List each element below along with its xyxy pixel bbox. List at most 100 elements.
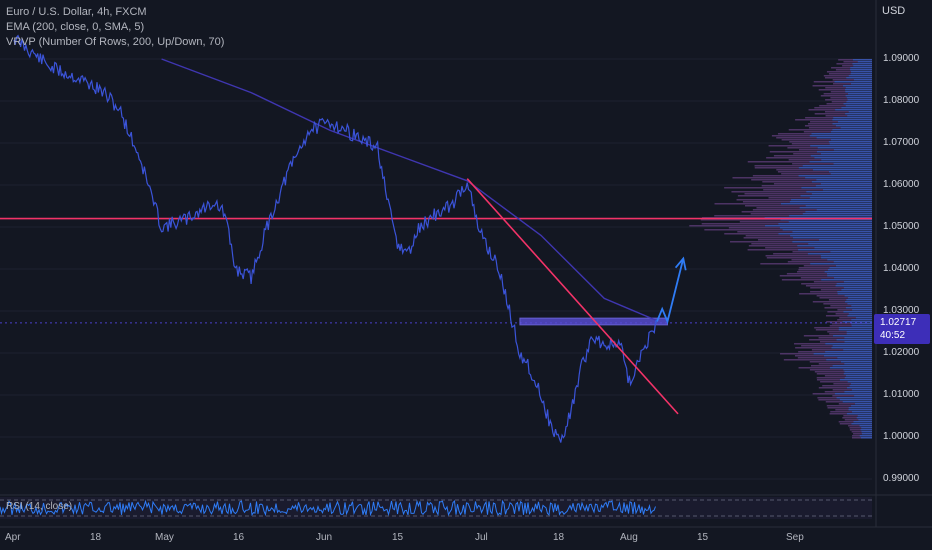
time-tick: Jun bbox=[316, 532, 333, 543]
volume-bar-up bbox=[808, 243, 872, 245]
volume-bar-up bbox=[846, 333, 872, 335]
volume-bar-up bbox=[779, 227, 872, 229]
volume-bar-up bbox=[861, 431, 872, 433]
volume-bar-up bbox=[829, 367, 872, 369]
volume-bar-up bbox=[854, 395, 872, 397]
volume-bar-up bbox=[848, 297, 872, 299]
trendline[interactable] bbox=[466, 178, 679, 415]
volume-bar-up bbox=[809, 135, 872, 137]
volume-bar-up bbox=[861, 427, 872, 429]
time-tick: Sep bbox=[786, 532, 804, 543]
volume-bar-up bbox=[848, 409, 872, 411]
volume-bar-down bbox=[781, 139, 872, 141]
currency-label[interactable]: USD bbox=[882, 5, 906, 17]
volume-bar-up bbox=[847, 315, 872, 317]
time-tick: 18 bbox=[553, 532, 565, 543]
volume-bar-up bbox=[842, 401, 872, 403]
volume-bar-up bbox=[818, 239, 872, 241]
volume-bar-up bbox=[843, 373, 872, 375]
volume-bar-down bbox=[810, 287, 872, 289]
volume-bar-up bbox=[805, 177, 872, 179]
volume-bar-down bbox=[830, 411, 872, 413]
volume-bar-up bbox=[843, 281, 872, 283]
volume-bar-up bbox=[798, 175, 872, 177]
volume-bar-up bbox=[800, 195, 872, 197]
price-tick: 1.04000 bbox=[883, 263, 920, 274]
volume-bar-down bbox=[808, 127, 872, 129]
volume-bar-up bbox=[843, 311, 872, 313]
volume-bar-up bbox=[847, 303, 872, 305]
volume-bar-down bbox=[829, 325, 872, 327]
volume-bar-up bbox=[860, 429, 872, 431]
volume-bar-down bbox=[732, 177, 872, 179]
volume-bar-up bbox=[814, 247, 872, 249]
volume-bar-down bbox=[819, 105, 872, 107]
volume-bar-up bbox=[798, 249, 872, 251]
volume-bar-up bbox=[802, 213, 872, 215]
volume-bar-up bbox=[851, 389, 872, 391]
volume-bar-up bbox=[782, 229, 872, 231]
volume-bar-up bbox=[850, 383, 872, 385]
volume-bar-down bbox=[832, 395, 872, 397]
volume-bar-up bbox=[811, 193, 872, 195]
price-line bbox=[13, 34, 658, 443]
volume-bar-up bbox=[805, 211, 872, 213]
volume-bar-up bbox=[790, 235, 872, 237]
volume-profile bbox=[689, 59, 872, 439]
volume-bar-up bbox=[824, 271, 872, 273]
time-tick: Aug bbox=[620, 532, 638, 543]
volume-bar-up bbox=[809, 197, 872, 199]
volume-bar-up bbox=[843, 369, 872, 371]
volume-bar-up bbox=[838, 327, 872, 329]
volume-bar-up bbox=[838, 329, 872, 331]
volume-bar-up bbox=[844, 377, 872, 379]
volume-bar-up bbox=[845, 301, 872, 303]
rsi-indicator-label[interactable]: RSI (14, close) bbox=[6, 501, 73, 512]
volume-bar-up bbox=[827, 275, 872, 277]
volume-bar-up bbox=[841, 289, 872, 291]
time-tick: Apr bbox=[5, 532, 21, 543]
volume-bar-up bbox=[792, 237, 872, 239]
ema-line bbox=[161, 58, 658, 322]
time-tick: 15 bbox=[392, 532, 404, 543]
time-tick: 16 bbox=[233, 532, 245, 543]
volume-bar-up bbox=[834, 81, 872, 83]
volume-bar-down bbox=[812, 85, 872, 87]
volume-bar-up bbox=[837, 291, 872, 293]
volume-bar-up bbox=[791, 199, 872, 201]
volume-bar-up bbox=[809, 161, 872, 163]
projection-arrow[interactable] bbox=[656, 256, 687, 325]
volume-bar-up bbox=[813, 353, 872, 355]
volume-bar-up bbox=[852, 63, 872, 65]
volume-bar-up bbox=[830, 131, 872, 133]
volume-bar-up bbox=[851, 323, 872, 325]
vrvp-indicator-label[interactable]: VRVP (Number Of Rows, 200, Up/Down, 70) bbox=[6, 36, 225, 48]
volume-bar-up bbox=[832, 119, 872, 121]
volume-bar-up bbox=[788, 221, 872, 223]
volume-bar-up bbox=[805, 205, 872, 207]
volume-bar-up bbox=[816, 137, 872, 139]
volume-bar-down bbox=[766, 257, 872, 259]
arrow-head bbox=[674, 256, 687, 271]
volume-bar-down bbox=[731, 191, 872, 193]
symbol-title[interactable]: Euro / U.S. Dollar, 4h, FXCM bbox=[6, 6, 147, 18]
volume-bar-up bbox=[844, 371, 872, 373]
volume-bar-up bbox=[797, 245, 872, 247]
volume-bar-down bbox=[839, 317, 872, 319]
volume-bar-down bbox=[819, 297, 872, 299]
volume-bar-down bbox=[823, 93, 872, 95]
volume-bar-up bbox=[792, 241, 872, 243]
ema-indicator-label[interactable]: EMA (200, close, 0, SMA, 5) bbox=[6, 21, 145, 33]
volume-bar-up bbox=[861, 433, 872, 435]
volume-bar-up bbox=[833, 335, 872, 337]
volume-bar-up bbox=[802, 165, 872, 167]
volume-bar-up bbox=[834, 277, 872, 279]
volume-bar-up bbox=[810, 145, 872, 147]
volume-bar-up bbox=[832, 345, 872, 347]
price-tick: 1.00000 bbox=[883, 431, 920, 442]
volume-bar-down bbox=[811, 349, 872, 351]
price-tick: 1.06000 bbox=[883, 179, 920, 190]
volume-bar-up bbox=[844, 341, 872, 343]
volume-bar-up bbox=[845, 87, 872, 89]
